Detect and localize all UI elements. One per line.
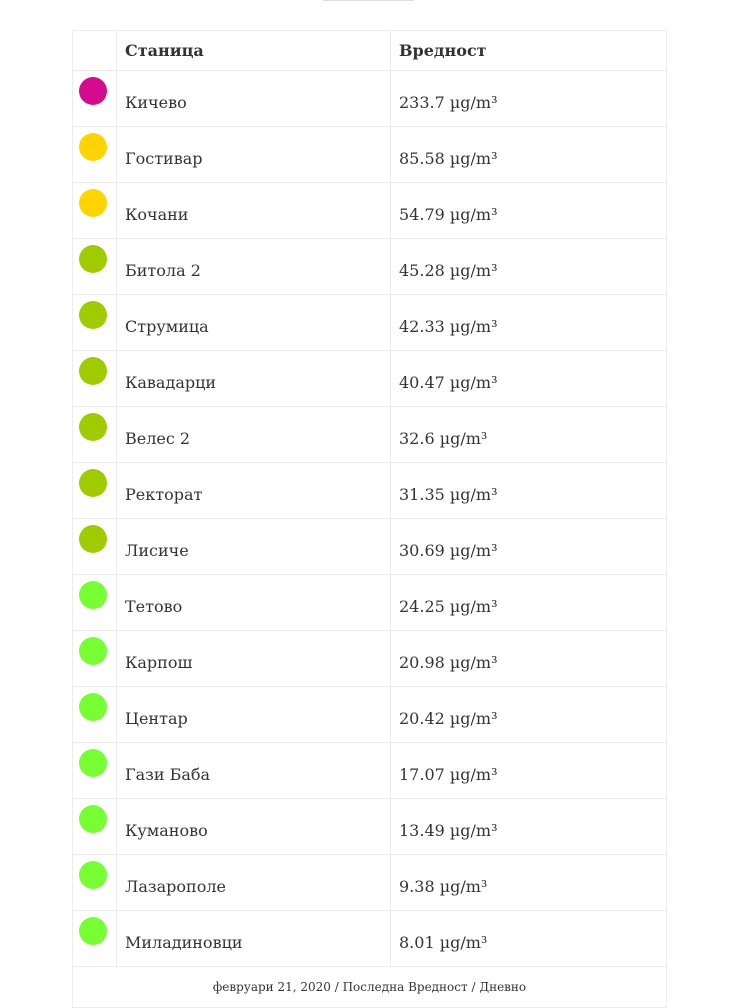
station-value: 85.58 µg/m³: [390, 126, 667, 183]
status-cell: [72, 462, 117, 519]
air-quality-table-container: Станица Вредност Кичево 233.7 µg/m³ Гостив…: [72, 30, 667, 1008]
status-cell: [72, 518, 117, 575]
header-value: Вредност: [390, 30, 667, 71]
table-row: Гази Баба 17.07 µg/m³: [72, 742, 667, 799]
table-row: Кочани 54.79 µg/m³: [72, 182, 667, 239]
status-cell: [72, 686, 117, 743]
air-quality-status-dot-icon: [79, 189, 107, 217]
table-row: Ректорат 31.35 µg/m³: [72, 462, 667, 519]
status-cell: [72, 574, 117, 631]
station-value: 30.69 µg/m³: [390, 518, 667, 575]
station-name: Миладиновци: [116, 910, 391, 967]
header-station: Станица: [116, 30, 391, 71]
station-value: 32.6 µg/m³: [390, 406, 667, 463]
status-cell: [72, 406, 117, 463]
station-name: Ректорат: [116, 462, 391, 519]
status-cell: [72, 238, 117, 295]
station-name: Струмица: [116, 294, 391, 351]
table-header-row: Станица Вредност: [72, 30, 667, 71]
table-row: Велес 2 32.6 µg/m³: [72, 406, 667, 463]
status-cell: [72, 910, 117, 967]
header-status-column: [72, 30, 117, 71]
air-quality-status-dot-icon: [79, 77, 107, 105]
station-name: Кочани: [116, 182, 391, 239]
station-value: 20.42 µg/m³: [390, 686, 667, 743]
table-row: Струмица 42.33 µg/m³: [72, 294, 667, 351]
station-value: 31.35 µg/m³: [390, 462, 667, 519]
station-value: 24.25 µg/m³: [390, 574, 667, 631]
air-quality-status-dot-icon: [79, 245, 107, 273]
table-row: Тетово 24.25 µg/m³: [72, 574, 667, 631]
air-quality-status-dot-icon: [79, 693, 107, 721]
station-name: Куманово: [116, 798, 391, 855]
status-cell: [72, 294, 117, 351]
station-name: Битола 2: [116, 238, 391, 295]
air-quality-status-dot-icon: [79, 581, 107, 609]
status-cell: [72, 182, 117, 239]
table-row: Лазарополе 9.38 µg/m³: [72, 854, 667, 911]
air-quality-status-dot-icon: [79, 805, 107, 833]
station-value: 9.38 µg/m³: [390, 854, 667, 911]
air-quality-status-dot-icon: [79, 637, 107, 665]
table-row: Миладиновци 8.01 µg/m³: [72, 910, 667, 967]
station-value: 233.7 µg/m³: [390, 70, 667, 127]
air-quality-table: Станица Вредност Кичево 233.7 µg/m³ Гостив…: [72, 30, 667, 1008]
station-value: 40.47 µg/m³: [390, 350, 667, 407]
station-name: Гази Баба: [116, 742, 391, 799]
station-name: Карпош: [116, 630, 391, 687]
status-cell: [72, 742, 117, 799]
station-value: 42.33 µg/m³: [390, 294, 667, 351]
air-quality-status-dot-icon: [79, 301, 107, 329]
station-value: 20.98 µg/m³: [390, 630, 667, 687]
status-cell: [72, 798, 117, 855]
station-value: 17.07 µg/m³: [390, 742, 667, 799]
station-name: Велес 2: [116, 406, 391, 463]
table-row: Лисиче 30.69 µg/m³: [72, 518, 667, 575]
table-row: Центар 20.42 µg/m³: [72, 686, 667, 743]
status-cell: [72, 70, 117, 127]
table-footer-row: февруари 21, 2020 / Последна Вредност / …: [72, 966, 667, 1008]
station-name: Гостивар: [116, 126, 391, 183]
air-quality-status-dot-icon: [79, 357, 107, 385]
top-tab-edge: [323, 0, 414, 1]
status-cell: [72, 126, 117, 183]
table-row: Карпош 20.98 µg/m³: [72, 630, 667, 687]
air-quality-status-dot-icon: [79, 861, 107, 889]
table-body: Кичево 233.7 µg/m³ Гостивар 85.58 µg/m³ Коча…: [72, 70, 667, 967]
station-value: 13.49 µg/m³: [390, 798, 667, 855]
status-cell: [72, 854, 117, 911]
station-value: 54.79 µg/m³: [390, 182, 667, 239]
station-name: Лисиче: [116, 518, 391, 575]
table-row: Кавадарци 40.47 µg/m³: [72, 350, 667, 407]
station-value: 8.01 µg/m³: [390, 910, 667, 967]
air-quality-status-dot-icon: [79, 749, 107, 777]
table-row: Битола 2 45.28 µg/m³: [72, 238, 667, 295]
station-name: Кичево: [116, 70, 391, 127]
air-quality-status-dot-icon: [79, 413, 107, 441]
table-row: Кичево 233.7 µg/m³: [72, 70, 667, 127]
status-cell: [72, 630, 117, 687]
station-name: Кавадарци: [116, 350, 391, 407]
air-quality-status-dot-icon: [79, 917, 107, 945]
table-row: Куманово 13.49 µg/m³: [72, 798, 667, 855]
station-name: Центар: [116, 686, 391, 743]
air-quality-status-dot-icon: [79, 133, 107, 161]
table-row: Гостивар 85.58 µg/m³: [72, 126, 667, 183]
air-quality-status-dot-icon: [79, 525, 107, 553]
table-footer: февруари 21, 2020 / Последна Вредност / …: [72, 966, 667, 1008]
station-name: Лазарополе: [116, 854, 391, 911]
status-cell: [72, 350, 117, 407]
station-name: Тетово: [116, 574, 391, 631]
air-quality-status-dot-icon: [79, 469, 107, 497]
station-value: 45.28 µg/m³: [390, 238, 667, 295]
